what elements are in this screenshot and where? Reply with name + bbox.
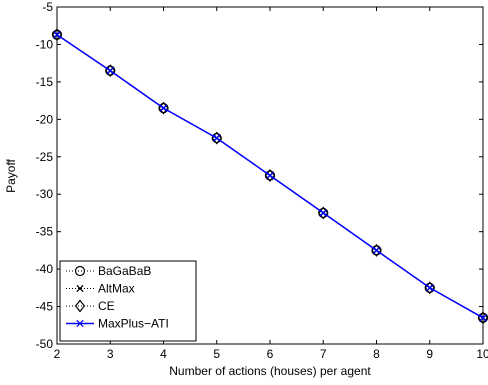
x-tick-label: 8 <box>373 347 380 361</box>
x-tick-label: 7 <box>320 347 327 361</box>
y-tick-label: -50 <box>36 337 54 351</box>
series-3 <box>53 31 487 322</box>
x-tick-label: 3 <box>107 347 114 361</box>
y-tick-label: -20 <box>36 112 54 126</box>
data-point <box>51 28 63 42</box>
y-tick-label: -35 <box>36 225 54 239</box>
y-tick-label: -15 <box>36 75 54 89</box>
series-layer <box>51 28 488 325</box>
y-ticks: -5 -10 -15 -20 -25 -30 -35 -40 -45 -50 <box>36 0 483 351</box>
legend-label: CE <box>98 299 115 313</box>
legend-swatch-marker <box>76 284 84 293</box>
data-point <box>106 66 114 75</box>
y-tick-label: -30 <box>36 187 54 201</box>
data-point <box>213 134 221 142</box>
x-tick-label: 10 <box>476 347 488 361</box>
x-tick-label: 6 <box>267 347 274 361</box>
y-tick-label: -5 <box>42 0 53 14</box>
legend: BaGaBaB AltMax CE MaxPlus−ATI <box>59 260 197 342</box>
x-tick-label: 9 <box>426 347 433 361</box>
y-tick-label: -25 <box>36 150 54 164</box>
x-axis-label: Number of actions (houses) per agent <box>169 364 371 378</box>
legend-label: AltMax <box>98 282 135 296</box>
y-tick-label: -45 <box>36 300 54 314</box>
y-tick-label: -10 <box>36 37 54 51</box>
x-ticks: 2 3 4 5 6 7 8 9 10 <box>54 7 488 361</box>
x-tick-label: 2 <box>54 347 61 361</box>
legend-swatch-marker <box>76 319 84 328</box>
y-axis-label: Payoff <box>4 158 18 192</box>
legend-label: MaxPlus−ATI <box>98 317 169 331</box>
legend-swatch-marker <box>74 265 86 277</box>
data-point <box>266 171 274 180</box>
x-tick-label: 4 <box>160 347 167 361</box>
legend-label: BaGaBaB <box>98 264 151 278</box>
data-point <box>319 209 327 217</box>
data-point <box>53 31 61 39</box>
y-tick-label: -40 <box>36 262 54 276</box>
data-point <box>372 246 381 255</box>
legend-swatch-marker <box>74 299 86 313</box>
x-tick-label: 5 <box>213 347 220 361</box>
data-point <box>426 284 434 292</box>
data-point <box>159 104 168 112</box>
data-point <box>479 314 487 322</box>
